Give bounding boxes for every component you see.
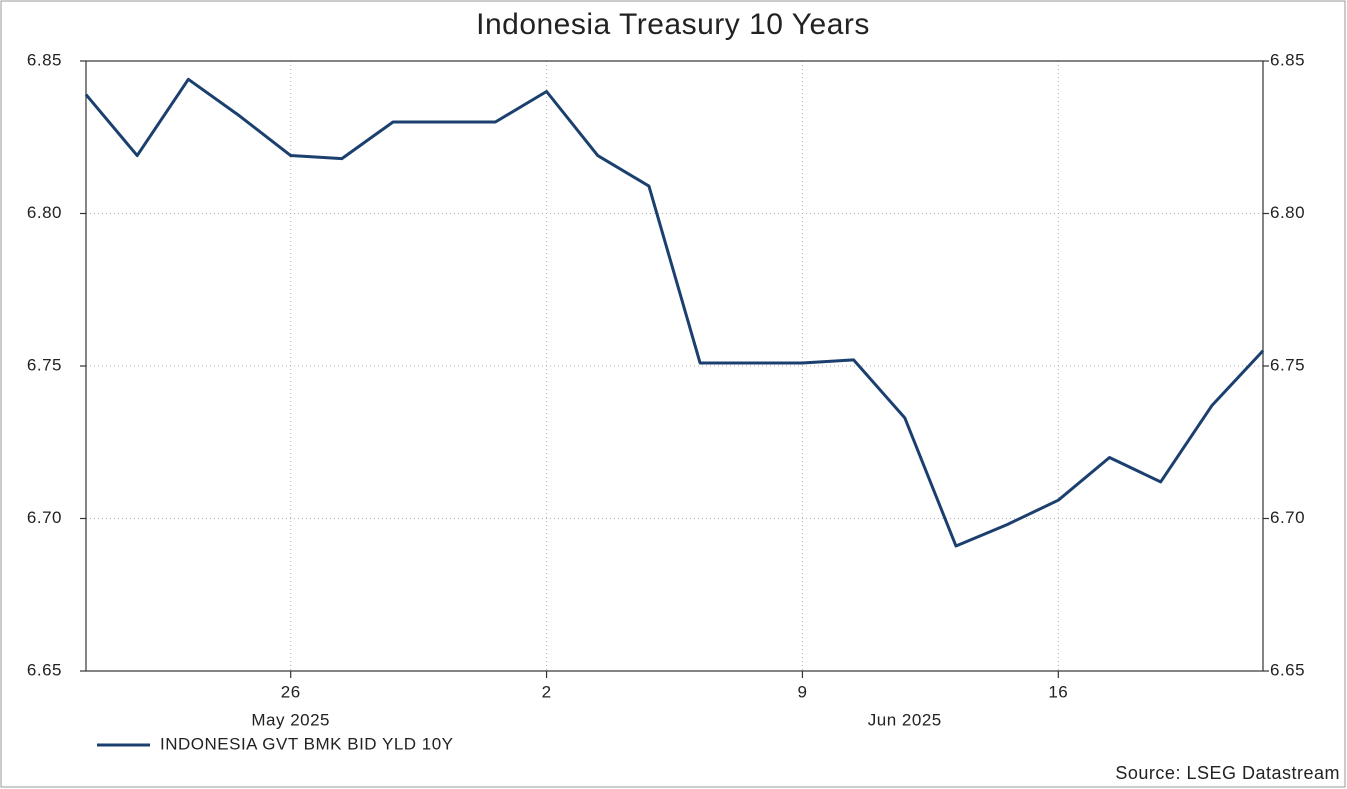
plot-frame: [85, 60, 1264, 672]
source: Source: LSEG Datastream: [1115, 763, 1340, 783]
y2-tick-label: 6.80: [1270, 203, 1305, 222]
y-tick-label: 6.75: [27, 355, 62, 374]
x-tick-label: 16: [1048, 682, 1068, 701]
y-tick-label: 6.70: [27, 508, 62, 527]
month-label: May 2025: [251, 710, 330, 729]
y2-tick-label: 6.65: [1270, 660, 1305, 679]
y2-tick-label: 6.70: [1270, 508, 1305, 527]
data-line: [84, 77, 1265, 548]
y-tick-label: 6.85: [27, 50, 62, 69]
month-label: Jun 2025: [868, 710, 942, 729]
y-tick-label: 6.80: [27, 203, 62, 222]
x-tick-label: 2: [542, 682, 552, 701]
y2-tick-label: 6.85: [1270, 50, 1305, 69]
chart-title: Indonesia Treasury 10 Years: [476, 8, 870, 41]
y2-tick-label: 6.75: [1270, 355, 1305, 374]
y-tick-label: 6.65: [27, 660, 62, 679]
x-tick-label: 9: [797, 682, 807, 701]
legend-label: INDONESIA GVT BMK BID YLD 10Y: [160, 734, 454, 753]
x-tick-label: 26: [281, 682, 301, 701]
